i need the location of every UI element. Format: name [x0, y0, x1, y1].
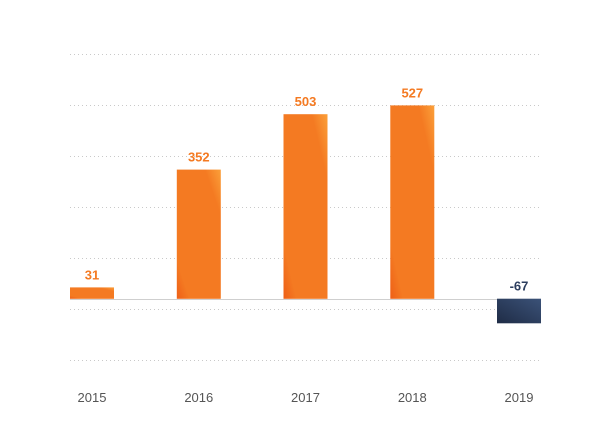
bar-2019 — [497, 298, 541, 324]
x-tick-2019: 2019 — [505, 390, 534, 405]
data-label-2018: 527 — [401, 85, 423, 100]
bar-2018 — [390, 105, 435, 299]
data-labels: 31 352 503 527 -67 — [85, 85, 529, 293]
x-tick-2017: 2017 — [291, 390, 320, 405]
data-label-2019: -67 — [510, 279, 529, 294]
bars — [70, 105, 541, 324]
data-label-2015: 31 — [85, 267, 99, 282]
bar-2016 — [176, 169, 221, 299]
bar-2015 — [70, 287, 114, 299]
data-label-2016: 352 — [188, 150, 210, 165]
gridlines — [70, 54, 541, 361]
bar-2017 — [283, 114, 328, 299]
x-tick-2016: 2016 — [184, 390, 213, 405]
x-tick-2018: 2018 — [398, 390, 427, 405]
x-tick-labels: 2015 2016 2017 2018 2019 — [78, 390, 534, 405]
data-label-2017: 503 — [295, 94, 317, 109]
x-tick-2015: 2015 — [78, 390, 107, 405]
